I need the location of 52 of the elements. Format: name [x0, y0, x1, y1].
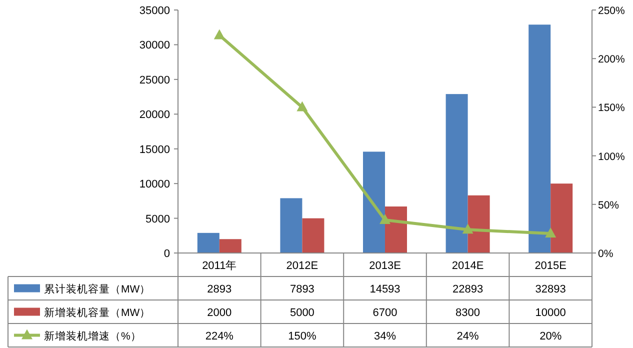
data-label: 10000 [535, 306, 566, 319]
y-tick-label: 0 [164, 248, 170, 260]
bar [550, 184, 573, 253]
bar [528, 24, 551, 253]
y-tick-label: 10000 [139, 178, 170, 191]
y-tick-label: 25000 [139, 74, 170, 86]
bar [385, 206, 407, 253]
y2-tick-label: 150% [598, 102, 625, 114]
point [214, 29, 225, 40]
data-label: 24% [456, 330, 480, 342]
bar [363, 152, 385, 253]
data-label: 14593 [370, 283, 400, 296]
data-label: 2000 [207, 306, 232, 319]
data-label: 6700 [372, 306, 398, 319]
y2-tick-label: 200% [598, 54, 625, 66]
legend-label: 新增装机增速（%） [44, 329, 142, 342]
point [545, 228, 556, 238]
y2-tick-label: 250% [598, 5, 625, 17]
x-tick-label: 2012E [286, 260, 318, 272]
point [296, 101, 308, 112]
data-label: 150% [288, 330, 316, 342]
data-label: 20% [540, 330, 562, 342]
legend-label: 累计装机容量（MW） [44, 282, 151, 296]
data-label: 8300 [456, 306, 480, 319]
bar [219, 239, 242, 253]
y-tick-label: 35000 [139, 5, 170, 17]
y2-tick-label: 0% [598, 248, 614, 260]
legend-label: 新增装机容量（MW） [44, 306, 151, 319]
y2-tick-label: 100% [598, 150, 625, 163]
bar [468, 195, 490, 253]
x-tick-label: 2013E [369, 260, 401, 272]
x-tick-label: 2014E [452, 260, 484, 272]
data-label: 2893 [207, 283, 232, 296]
bar [280, 198, 302, 253]
data-label: 7893 [290, 283, 314, 296]
data-label: 5000 [290, 306, 314, 319]
point [380, 214, 390, 224]
bar [302, 218, 324, 253]
point [462, 224, 474, 234]
y-tick-label: 15000 [139, 144, 170, 156]
y-tick-label: 30000 [139, 40, 170, 52]
y2-tick-label: 50% [598, 199, 620, 212]
data-label: 34% [374, 330, 396, 342]
data-label: 224% [205, 330, 234, 342]
data-label: 32893 [535, 283, 566, 296]
bar [197, 232, 220, 253]
bar [446, 94, 468, 253]
x-tick-label: 2015E [534, 260, 567, 272]
data-label: 22893 [452, 283, 484, 296]
y-tick-label: 5000 [146, 213, 170, 226]
x-tick-label: 2011年 [202, 260, 237, 272]
y-tick-label: 20000 [139, 109, 170, 122]
